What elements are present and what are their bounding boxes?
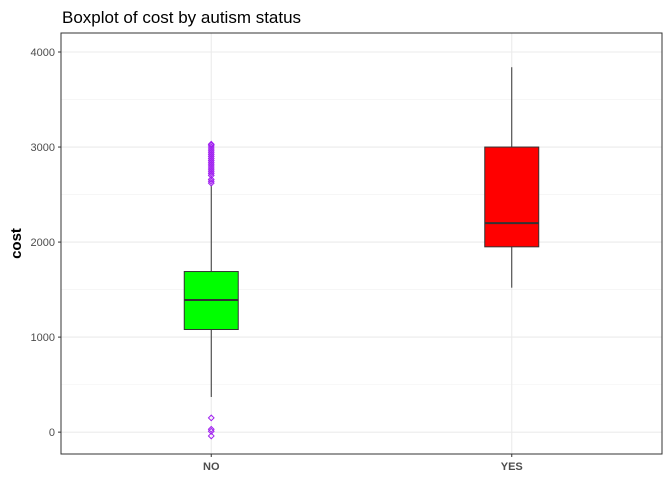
outlier-point	[207, 425, 215, 433]
outlier-point	[207, 432, 215, 440]
x-axis-ticks: NO YES	[203, 454, 523, 473]
box-yes	[484, 67, 540, 288]
outlier-point	[207, 175, 215, 183]
outlier-point	[207, 414, 215, 422]
x-tick-label: YES	[501, 461, 523, 473]
outlier-point	[207, 140, 215, 148]
box-iqr	[484, 146, 540, 248]
y-tick-label: 3000	[31, 142, 55, 154]
box-no	[183, 140, 239, 440]
y-axis-ticks: 0 1000 2000 3000 4000	[31, 47, 61, 439]
y-tick-label: 2000	[31, 237, 55, 249]
plot-panel-border	[60, 32, 663, 455]
y-tick-label: 1000	[31, 332, 55, 344]
y-tick-label: 0	[49, 427, 55, 439]
x-tick-label: NO	[203, 461, 220, 473]
y-tick-label: 4000	[31, 47, 55, 59]
y-axis-label: cost	[8, 228, 25, 259]
chart-title: Boxplot of cost by autism status	[62, 8, 301, 27]
outlier-point	[207, 141, 215, 149]
box-plots	[183, 67, 540, 440]
grid-lines	[61, 33, 662, 454]
